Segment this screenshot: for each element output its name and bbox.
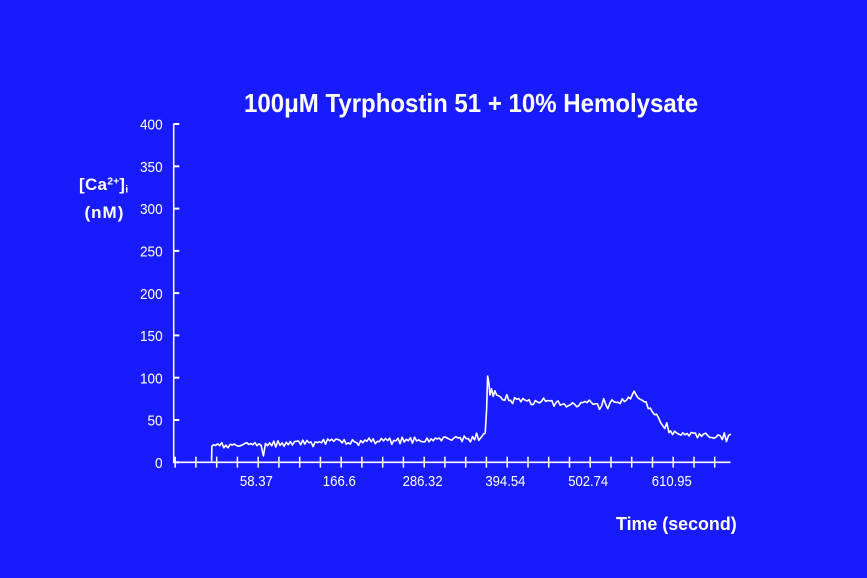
svg-text:610.95: 610.95 xyxy=(652,473,692,490)
svg-text:300: 300 xyxy=(140,201,163,218)
svg-text:200: 200 xyxy=(140,286,163,303)
svg-text:100: 100 xyxy=(140,370,163,387)
svg-text:286.32: 286.32 xyxy=(403,473,443,490)
svg-text:394.54: 394.54 xyxy=(485,473,525,490)
svg-text:0: 0 xyxy=(155,455,163,472)
svg-text:150: 150 xyxy=(140,328,163,345)
svg-text:502.74: 502.74 xyxy=(568,473,608,490)
svg-text:400: 400 xyxy=(140,117,163,134)
svg-text:58.37: 58.37 xyxy=(240,473,273,490)
svg-text:166.6: 166.6 xyxy=(323,473,356,490)
svg-text:250: 250 xyxy=(140,244,163,261)
svg-text:350: 350 xyxy=(140,159,163,176)
svg-text:50: 50 xyxy=(148,413,163,430)
